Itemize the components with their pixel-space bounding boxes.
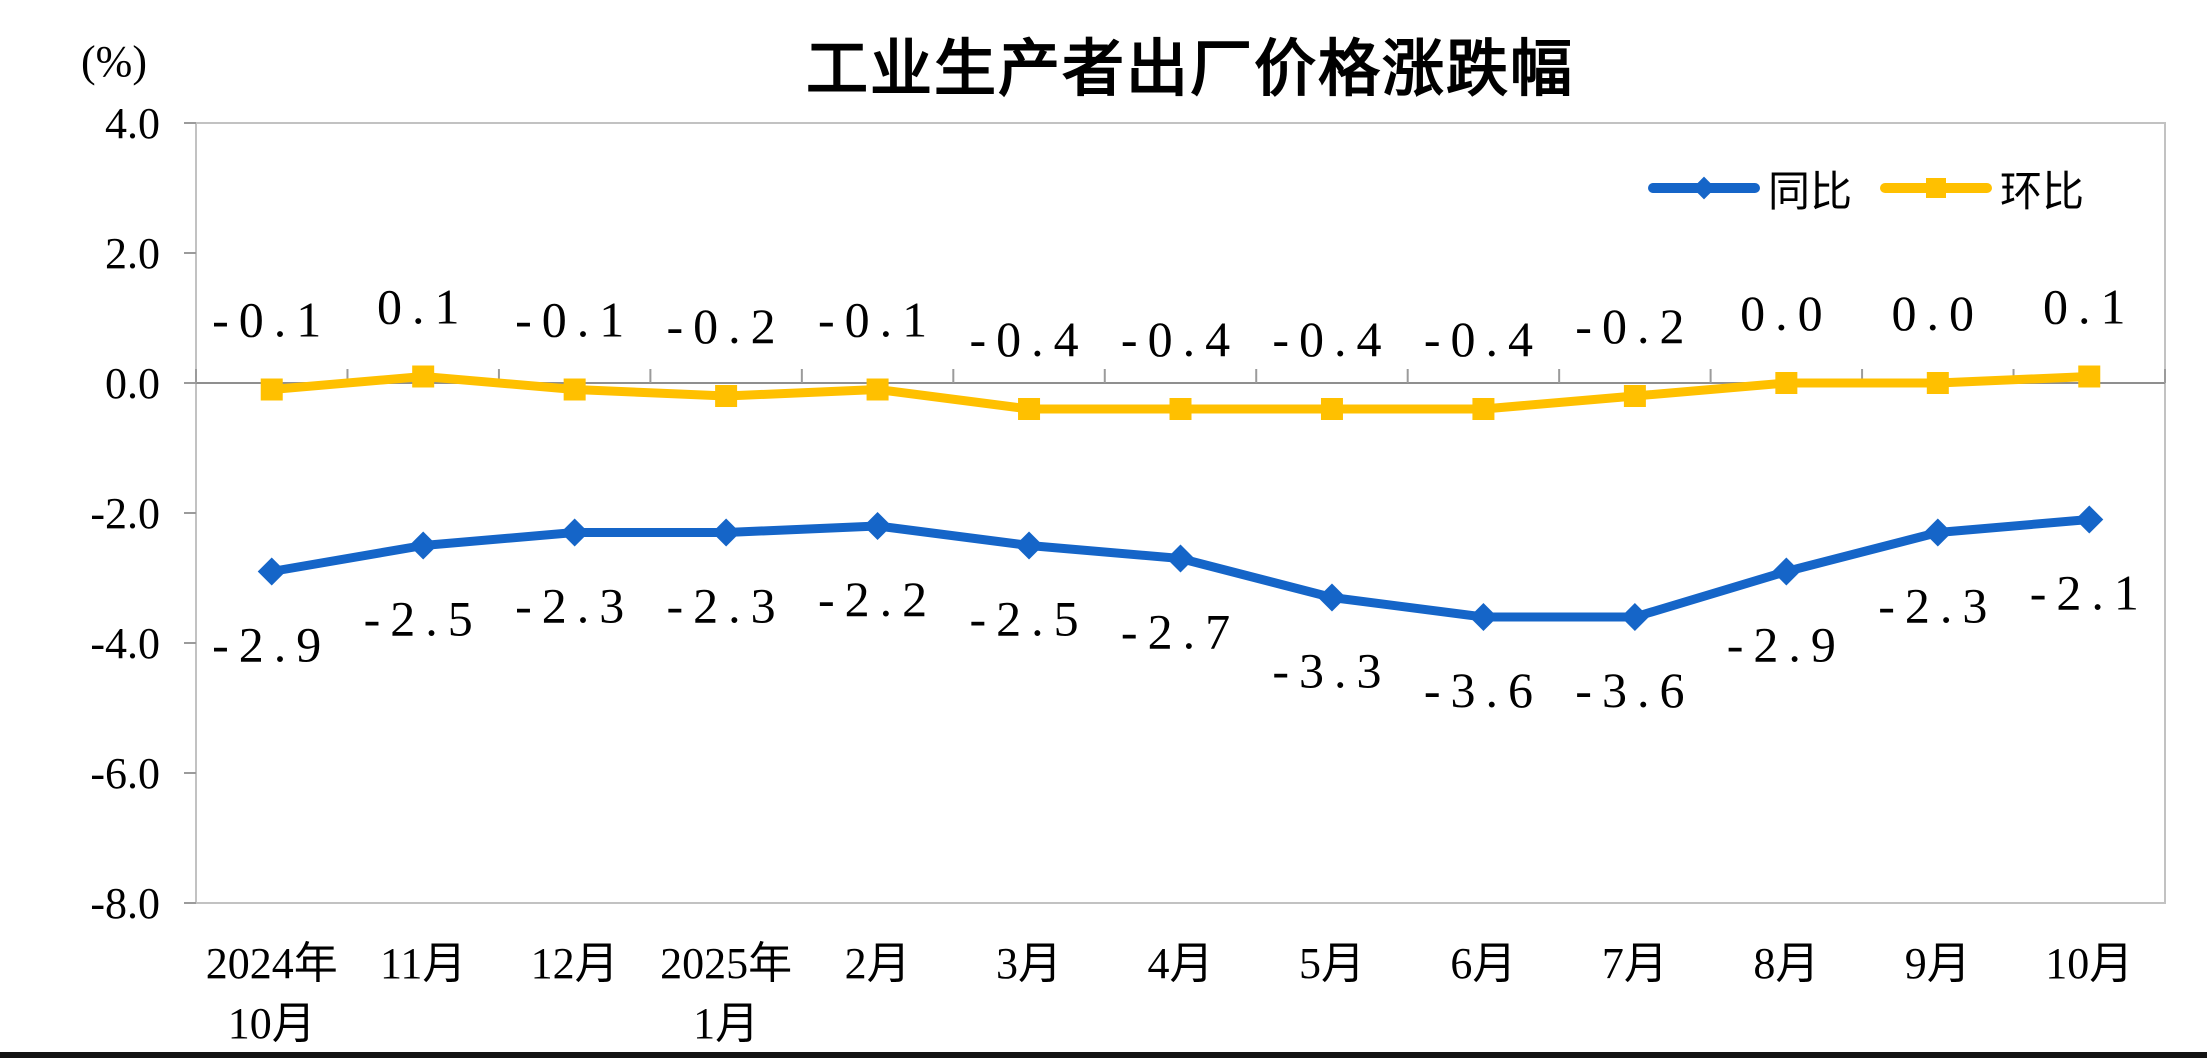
data-label: -0.4 <box>969 311 1088 367</box>
series-marker-diamond <box>2075 505 2104 534</box>
x-axis-label: 2025年 1月 <box>660 939 792 1048</box>
data-label: 0.1 <box>377 279 470 335</box>
series-marker-diamond <box>1469 603 1498 631</box>
series-marker-diamond <box>1317 583 1346 612</box>
series-marker-square <box>1775 372 1798 394</box>
data-label: -3.6 <box>1575 662 1694 718</box>
data-label: -2.5 <box>364 591 483 647</box>
data-label: -0.2 <box>1575 298 1694 354</box>
series-marker-square <box>260 378 283 401</box>
series-marker-square <box>715 385 738 407</box>
series-marker-square <box>412 365 435 388</box>
series-marker-square <box>1018 398 1041 420</box>
series-marker-square <box>1320 398 1343 420</box>
series-marker-diamond <box>1772 557 1801 586</box>
data-label: -2.5 <box>969 591 1088 647</box>
y-tick-label: 4.0 <box>105 99 160 148</box>
data-label: -2.3 <box>1878 578 1997 634</box>
series-marker-diamond <box>257 557 286 586</box>
yoy-line-swatch <box>1648 176 1760 200</box>
series-marker-square <box>2078 365 2101 388</box>
x-axis-label: 10月 <box>2045 939 2133 988</box>
y-tick-label: -2.0 <box>90 489 160 538</box>
y-axis-unit-label: (%) <box>81 37 147 86</box>
legend-item-mom: 环比 <box>1880 158 2084 219</box>
series-marker-diamond <box>863 512 892 540</box>
data-label: -0.4 <box>1424 311 1543 367</box>
chart-title: 工业生产者出厂价格涨跌幅 <box>805 35 1575 104</box>
plot-border <box>195 122 2166 904</box>
x-axis-label: 11月 <box>380 939 466 988</box>
legend-label-yoy: 同比 <box>1768 167 1853 215</box>
mom-line-swatch <box>1880 178 1993 198</box>
data-label: -2.3 <box>515 578 634 634</box>
data-label: -0.4 <box>1272 311 1391 367</box>
series-marker-diamond <box>1166 544 1195 573</box>
data-label: -2.9 <box>1727 617 1846 673</box>
series-marker-square <box>1623 385 1646 407</box>
data-label: -2.7 <box>1121 604 1240 660</box>
legend-item-yoy: 同比 <box>1648 158 1852 219</box>
x-axis-label: 5月 <box>1299 939 1365 988</box>
data-label: -3.3 <box>1272 643 1391 699</box>
data-label: -2.1 <box>2030 565 2149 621</box>
series-marker-diamond <box>409 531 438 560</box>
x-axis-label: 8月 <box>1753 939 1819 988</box>
y-tick-label: 0.0 <box>105 359 160 408</box>
x-axis-label: 9月 <box>1905 939 1971 988</box>
legend-label-mom: 环比 <box>2000 167 2085 215</box>
x-axis-label: 2024年 10月 <box>206 939 338 1048</box>
data-label: -0.4 <box>1121 311 1240 367</box>
data-label: 0.1 <box>2043 279 2136 335</box>
series-marker-diamond <box>1923 518 1952 547</box>
y-tick-label: -4.0 <box>90 619 160 668</box>
y-tick-label: 2.0 <box>105 229 160 278</box>
series-marker-diamond <box>560 518 589 547</box>
series-marker-square <box>866 378 889 401</box>
data-label: 0.0 <box>1892 285 1985 341</box>
series-marker-diamond <box>712 518 741 547</box>
mom-square-icon <box>1926 178 1947 198</box>
x-axis-label: 3月 <box>996 939 1062 988</box>
bottom-divider <box>0 1052 2207 1058</box>
series-marker-diamond <box>1015 531 1044 560</box>
y-tick-label: -6.0 <box>90 749 160 798</box>
data-label: -0.2 <box>667 298 786 354</box>
series-marker-square <box>1926 372 1949 394</box>
series-marker-square <box>1169 398 1192 420</box>
data-label: -0.1 <box>818 292 937 348</box>
series-marker-square <box>563 378 586 401</box>
x-axis-label: 2月 <box>845 939 911 988</box>
x-axis-label: 7月 <box>1602 939 1668 988</box>
chart-legend: 同比 环比 <box>1648 160 2084 216</box>
x-axis-label: 12月 <box>531 939 619 988</box>
yoy-diamond-icon <box>1692 176 1716 200</box>
data-label: -0.1 <box>515 292 634 348</box>
data-label: 0.0 <box>1740 285 1833 341</box>
y-tick-label: -8.0 <box>90 879 160 928</box>
data-label: -2.9 <box>212 617 331 673</box>
data-label: -3.6 <box>1424 662 1543 718</box>
series-marker-diamond <box>1620 603 1649 631</box>
data-label: -2.3 <box>667 578 786 634</box>
x-axis-label: 4月 <box>1148 939 1214 988</box>
data-label: -0.1 <box>212 292 331 348</box>
x-axis-label: 6月 <box>1450 939 1516 988</box>
series-marker-square <box>1472 398 1495 420</box>
data-label: -2.2 <box>818 571 937 627</box>
